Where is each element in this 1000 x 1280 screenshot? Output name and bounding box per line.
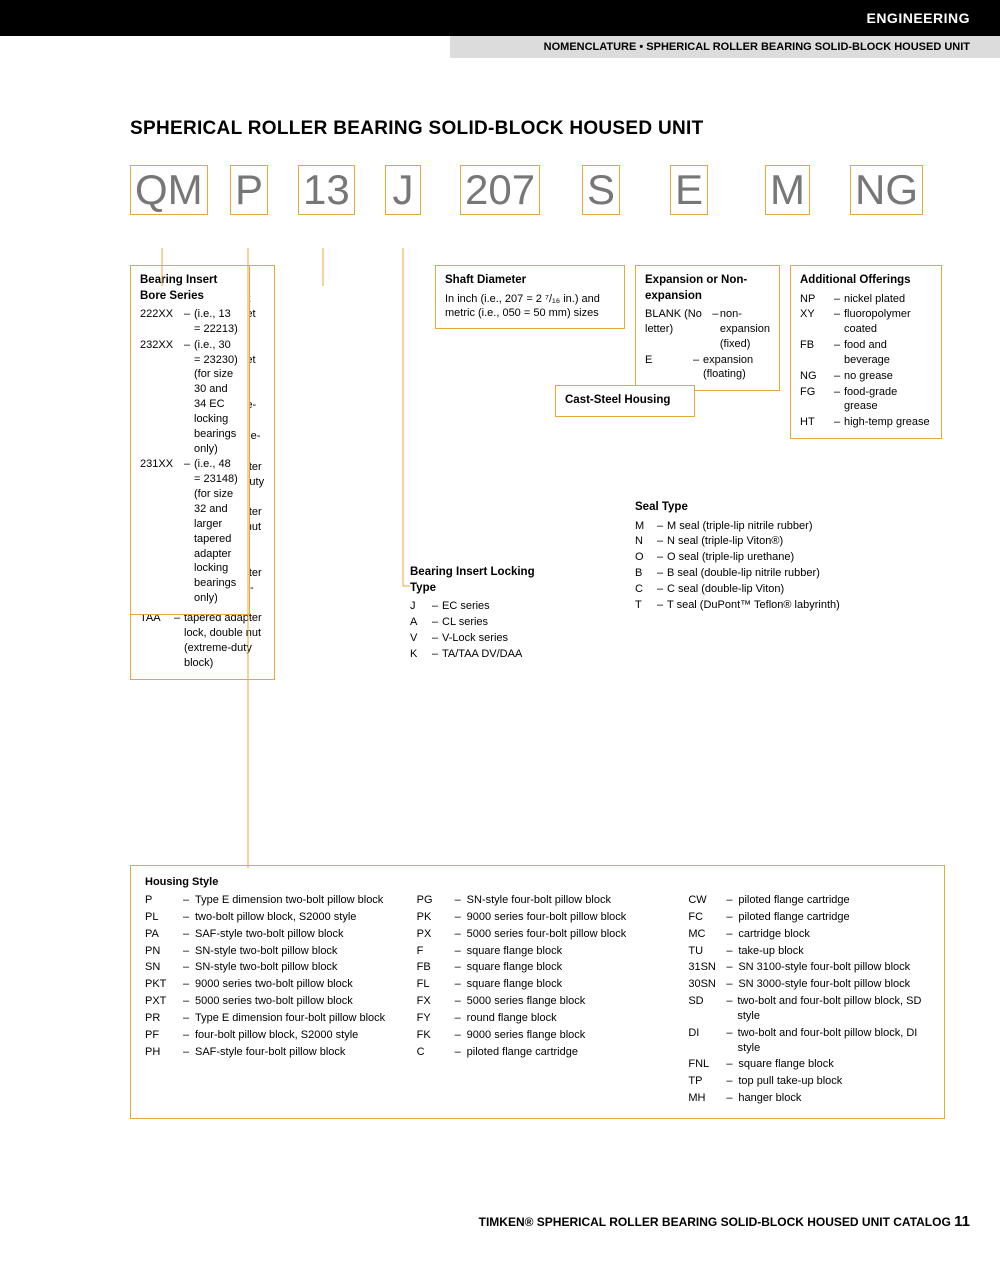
category: ENGINEERING xyxy=(866,10,970,26)
breadcrumb: NOMENCLATURE • SPHERICAL ROLLER BEARING … xyxy=(544,41,970,53)
seal-type-box: Seal Type M–M seal (triple-lip nitrile r… xyxy=(635,500,885,614)
offerings-box: Additional Offerings NP–nickel platedXY–… xyxy=(790,265,942,439)
page-title: SPHERICAL ROLLER BEARING SOLID-BLOCK HOU… xyxy=(130,118,945,140)
header-grey: NOMENCLATURE • SPHERICAL ROLLER BEARING … xyxy=(450,36,1000,58)
code-box: 207 xyxy=(460,165,540,215)
bore-series-box: Bearing Insert Bore Series 222XX–(i.e., … xyxy=(130,265,250,615)
locking-type-box: Bearing Insert Locking Type J–EC seriesA… xyxy=(410,565,540,662)
code-box: NG xyxy=(850,165,923,215)
shaft-diameter-box: Shaft Diameter In inch (i.e., 207 = 2 ⁷/… xyxy=(435,265,625,329)
code-box: QM xyxy=(130,165,208,215)
page-footer: TIMKEN® SPHERICAL ROLLER BEARING SOLID-B… xyxy=(479,1213,970,1230)
code-box: S xyxy=(582,165,620,215)
code-box: P xyxy=(230,165,268,215)
cast-steel-box: Cast-Steel Housing xyxy=(555,385,695,417)
code-box: E xyxy=(670,165,708,215)
nomenclature-codes: QM P 13 J 207 SE M NG xyxy=(130,165,945,225)
code-box: J xyxy=(385,165,421,215)
code-box: 13 xyxy=(298,165,355,215)
descriptions-area: Locking Style QM–eccentric lockQA–concen… xyxy=(130,235,945,855)
code-box: M xyxy=(765,165,810,215)
header-black: ENGINEERING xyxy=(0,0,1000,36)
expansion-box: Expansion or Non-expansion BLANK (No let… xyxy=(635,265,780,391)
housing-style-box: Housing Style P–Type E dimension two-bol… xyxy=(130,865,945,1119)
